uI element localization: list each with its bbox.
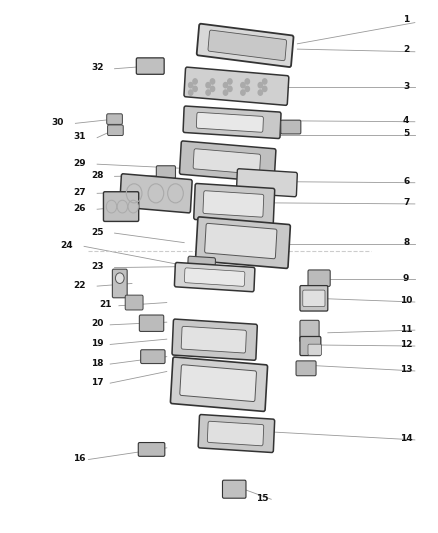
Text: 12: 12 [400,341,413,350]
FancyBboxPatch shape [180,365,257,401]
Text: 31: 31 [74,132,86,141]
Circle shape [262,86,267,92]
Circle shape [258,90,262,95]
Text: 10: 10 [400,296,412,305]
Circle shape [262,79,267,84]
Circle shape [223,83,228,88]
FancyBboxPatch shape [113,269,127,298]
FancyBboxPatch shape [181,326,246,353]
FancyBboxPatch shape [208,30,286,61]
FancyBboxPatch shape [308,344,321,356]
FancyBboxPatch shape [141,350,165,364]
Text: 3: 3 [403,82,409,91]
FancyBboxPatch shape [300,320,319,342]
FancyBboxPatch shape [300,286,328,311]
FancyBboxPatch shape [281,120,301,134]
FancyBboxPatch shape [193,149,261,174]
Circle shape [210,86,215,92]
FancyBboxPatch shape [300,336,321,356]
Text: 21: 21 [99,300,112,309]
Text: 16: 16 [74,454,86,463]
FancyBboxPatch shape [237,169,297,197]
Circle shape [193,79,197,84]
Text: 27: 27 [74,188,86,197]
Text: 4: 4 [403,116,410,125]
Text: 32: 32 [91,63,103,72]
FancyBboxPatch shape [184,67,289,106]
Circle shape [193,86,197,92]
FancyBboxPatch shape [120,174,192,213]
FancyBboxPatch shape [194,183,275,224]
FancyBboxPatch shape [223,480,246,498]
FancyBboxPatch shape [180,141,276,182]
FancyBboxPatch shape [205,223,277,259]
FancyBboxPatch shape [103,192,139,221]
FancyBboxPatch shape [183,106,281,139]
Text: 18: 18 [91,359,103,367]
Circle shape [188,90,193,95]
Text: 9: 9 [403,273,410,282]
Text: 22: 22 [74,280,86,289]
Text: 14: 14 [400,434,413,443]
Text: 29: 29 [74,159,86,167]
Text: 1: 1 [403,15,409,25]
FancyBboxPatch shape [172,319,257,360]
Text: 2: 2 [403,45,409,54]
FancyBboxPatch shape [170,357,268,411]
FancyBboxPatch shape [108,125,123,135]
Circle shape [228,79,232,84]
Circle shape [206,90,210,95]
Circle shape [210,79,215,84]
Circle shape [223,90,228,95]
Text: 20: 20 [91,319,103,328]
FancyBboxPatch shape [195,217,290,269]
Text: 24: 24 [60,241,73,250]
Circle shape [188,83,193,88]
FancyBboxPatch shape [174,262,255,292]
FancyBboxPatch shape [184,268,245,286]
FancyBboxPatch shape [303,290,325,306]
FancyBboxPatch shape [198,415,275,453]
FancyBboxPatch shape [196,112,263,132]
FancyBboxPatch shape [136,58,164,74]
FancyBboxPatch shape [308,270,330,286]
Text: 30: 30 [52,118,64,127]
FancyBboxPatch shape [188,256,215,271]
Text: 6: 6 [403,177,409,186]
Text: 28: 28 [91,171,103,180]
Circle shape [206,83,210,88]
FancyBboxPatch shape [207,421,264,446]
FancyBboxPatch shape [107,114,122,124]
Text: 7: 7 [403,198,410,207]
FancyBboxPatch shape [125,295,143,310]
FancyBboxPatch shape [156,166,176,179]
Text: 17: 17 [91,377,103,386]
Circle shape [241,90,245,95]
Circle shape [241,83,245,88]
Text: 11: 11 [400,325,413,334]
Text: 5: 5 [403,130,409,139]
Text: 25: 25 [91,228,103,237]
Circle shape [258,83,262,88]
FancyBboxPatch shape [296,361,316,376]
FancyBboxPatch shape [203,191,264,217]
FancyBboxPatch shape [197,24,293,67]
Circle shape [116,273,124,284]
Circle shape [245,86,250,92]
FancyBboxPatch shape [139,315,164,332]
FancyBboxPatch shape [138,442,165,456]
Text: 26: 26 [74,204,86,213]
Text: 19: 19 [91,339,103,348]
Text: 23: 23 [91,262,103,271]
Text: 13: 13 [400,366,413,374]
Circle shape [245,79,250,84]
Text: 8: 8 [403,238,409,247]
Text: 15: 15 [256,494,269,503]
Circle shape [228,86,232,92]
